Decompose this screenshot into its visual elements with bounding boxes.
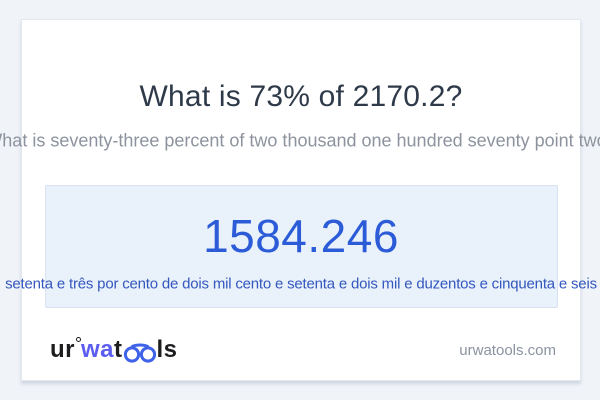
logo-segment-wa: wa: [81, 336, 115, 363]
logo-segment-t: t: [114, 336, 123, 363]
ring-icon: [76, 337, 81, 342]
logo-segment-ls: ls: [156, 336, 178, 363]
question-words-row: What is seventy-three percent of two tho…: [0, 129, 600, 153]
page-title: What is 73% of 2170.2?: [139, 80, 463, 113]
site-domain[interactable]: urwatools.com: [459, 341, 556, 359]
answer-box: 1584.246 setenta e três por cento de doi…: [5, 185, 597, 308]
calculator-result-card: What is 73% of 2170.2? What is seventy-t…: [0, 19, 600, 381]
answer-words-row: setenta e três por cento de dois mil cen…: [5, 274, 597, 294]
question-in-words: What is seventy-three percent of two tho…: [0, 130, 600, 151]
logo-segment-ur: ur: [50, 336, 75, 363]
answer-value: 1584.246: [203, 210, 399, 262]
glasses-icon: [123, 343, 156, 363]
card-footer: ur wa t ls urwatools.com: [50, 332, 556, 368]
logo[interactable]: ur wa t ls: [50, 336, 178, 364]
answer-in-words: setenta e três por cento de dois mil cen…: [5, 275, 597, 293]
